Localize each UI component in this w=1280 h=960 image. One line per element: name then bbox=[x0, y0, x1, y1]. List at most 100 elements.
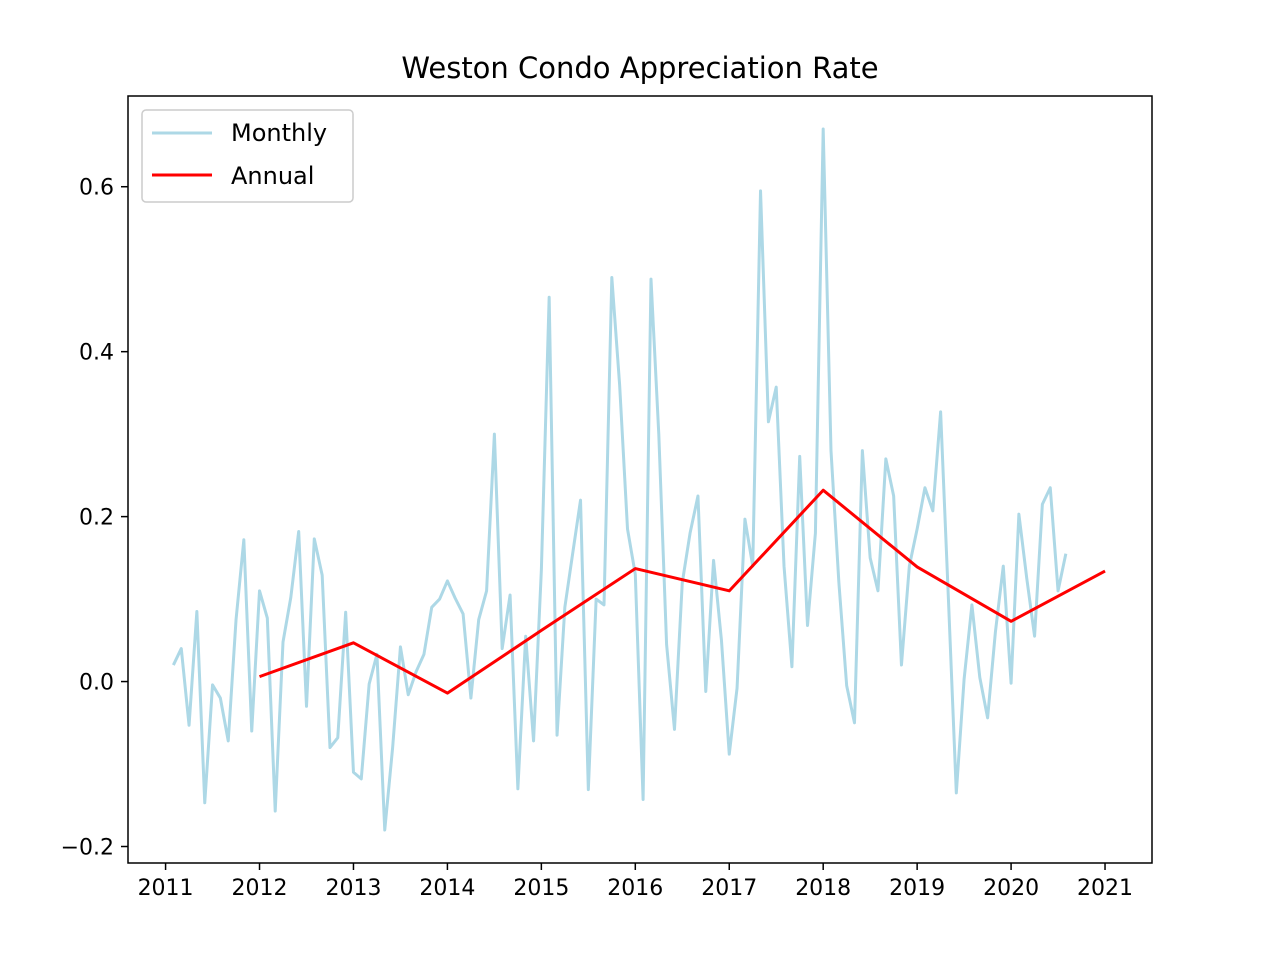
data-point bbox=[406, 693, 410, 697]
data-point bbox=[727, 589, 731, 593]
data-point bbox=[704, 689, 708, 693]
data-point bbox=[719, 638, 723, 642]
data-point bbox=[813, 531, 817, 535]
data-point bbox=[1017, 512, 1021, 516]
data-point bbox=[508, 593, 512, 597]
data-point bbox=[351, 770, 355, 774]
data-point bbox=[766, 420, 770, 424]
data-point bbox=[907, 564, 911, 568]
data-point bbox=[171, 663, 175, 667]
data-point bbox=[273, 809, 277, 813]
data-point bbox=[383, 828, 387, 832]
data-point bbox=[712, 558, 716, 562]
data-point bbox=[743, 517, 747, 521]
data-point bbox=[445, 691, 449, 695]
series-line-monthly bbox=[172, 127, 1068, 832]
data-point bbox=[626, 527, 630, 531]
data-point bbox=[477, 618, 481, 622]
data-point bbox=[860, 449, 864, 453]
data-point bbox=[845, 684, 849, 688]
x-tick-label: 2011 bbox=[138, 876, 194, 901]
data-point bbox=[532, 739, 536, 743]
data-point bbox=[884, 457, 888, 461]
y-tick-label: 0.0 bbox=[79, 671, 114, 696]
x-tick-label: 2015 bbox=[513, 876, 569, 901]
data-point bbox=[211, 683, 215, 687]
data-point bbox=[946, 597, 950, 601]
data-point bbox=[759, 189, 763, 193]
data-point bbox=[1009, 619, 1013, 623]
data-point bbox=[430, 605, 434, 609]
data-point bbox=[954, 791, 958, 795]
data-point bbox=[305, 704, 309, 708]
data-point bbox=[993, 630, 997, 634]
data-point bbox=[218, 696, 222, 700]
plot-frame bbox=[127, 95, 1153, 864]
x-tick-label: 2021 bbox=[1077, 876, 1133, 901]
legend: Monthly Annual bbox=[141, 109, 354, 203]
data-point bbox=[594, 597, 598, 601]
data-point bbox=[179, 647, 183, 651]
data-point bbox=[297, 529, 301, 533]
data-point bbox=[195, 609, 199, 613]
data-point bbox=[610, 275, 614, 279]
data-point bbox=[939, 410, 943, 414]
data-point bbox=[563, 605, 567, 609]
data-point bbox=[1056, 589, 1060, 593]
y-tick-label: −0.2 bbox=[61, 836, 114, 861]
data-point bbox=[649, 277, 653, 281]
y-tick-label: 0.4 bbox=[79, 341, 114, 366]
data-point bbox=[391, 746, 395, 750]
data-point bbox=[735, 686, 739, 690]
data-point bbox=[438, 597, 442, 601]
data-point bbox=[461, 612, 465, 616]
data-point bbox=[571, 552, 575, 556]
data-point bbox=[258, 589, 262, 593]
data-point bbox=[837, 581, 841, 585]
data-point bbox=[547, 295, 551, 299]
data-point bbox=[203, 801, 207, 805]
data-point bbox=[774, 385, 778, 389]
x-tick-label: 2016 bbox=[607, 876, 663, 901]
data-point bbox=[1009, 681, 1013, 685]
y-axis: −0.2 0.0 0.2 0.4 0.6 bbox=[61, 176, 128, 861]
data-point bbox=[657, 432, 661, 436]
x-tick-label: 2017 bbox=[701, 876, 757, 901]
data-point bbox=[422, 652, 426, 656]
data-point bbox=[931, 509, 935, 513]
series-line-annual bbox=[259, 488, 1106, 695]
data-point bbox=[1033, 634, 1037, 638]
data-point bbox=[1064, 552, 1068, 556]
data-point bbox=[281, 640, 285, 644]
data-point bbox=[829, 449, 833, 453]
data-point bbox=[633, 572, 637, 576]
data-point bbox=[1001, 564, 1005, 568]
data-point bbox=[312, 537, 316, 541]
data-point bbox=[336, 736, 340, 740]
x-tick-label: 2013 bbox=[325, 876, 381, 901]
x-tick-label: 2020 bbox=[983, 876, 1039, 901]
data-point bbox=[250, 729, 254, 733]
data-point bbox=[524, 634, 528, 638]
x-tick-label: 2014 bbox=[419, 876, 475, 901]
data-point bbox=[539, 628, 543, 632]
data-point bbox=[453, 596, 457, 600]
data-point bbox=[806, 623, 810, 627]
data-point bbox=[923, 486, 927, 490]
data-point bbox=[265, 616, 269, 620]
data-point bbox=[641, 798, 645, 802]
data-point bbox=[915, 527, 919, 531]
data-point bbox=[986, 716, 990, 720]
data-point bbox=[798, 454, 802, 458]
data-point bbox=[242, 538, 246, 542]
x-tick-label: 2012 bbox=[232, 876, 288, 901]
data-point bbox=[351, 641, 355, 645]
data-point bbox=[500, 647, 504, 651]
data-point bbox=[782, 564, 786, 568]
data-point bbox=[258, 675, 262, 679]
data-point bbox=[539, 568, 543, 572]
data-point bbox=[696, 494, 700, 498]
data-point bbox=[665, 642, 669, 646]
y-tick-label: 0.2 bbox=[79, 506, 114, 531]
